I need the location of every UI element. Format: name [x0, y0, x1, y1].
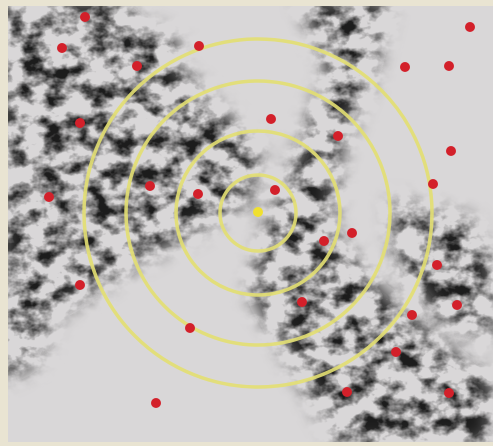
dot	[400, 62, 410, 72]
dot	[132, 61, 142, 71]
dot	[75, 118, 85, 128]
dot	[57, 43, 67, 53]
dot	[75, 280, 85, 290]
ring	[82, 37, 434, 389]
ring	[174, 129, 342, 297]
dot	[444, 61, 454, 71]
dot	[297, 297, 307, 307]
dot	[465, 22, 475, 32]
dot	[347, 228, 357, 238]
dot	[80, 12, 90, 22]
dot	[391, 347, 401, 357]
dot	[428, 179, 438, 189]
dot	[185, 323, 195, 333]
center-point	[253, 207, 263, 217]
dot	[145, 181, 155, 191]
dot	[319, 236, 329, 246]
dot	[44, 192, 54, 202]
dot	[270, 185, 280, 195]
dot	[193, 189, 203, 199]
dot	[446, 146, 456, 156]
ring	[124, 79, 392, 347]
dot	[266, 114, 276, 124]
dot	[333, 131, 343, 141]
red-dots	[44, 12, 475, 408]
dot	[194, 41, 204, 51]
rings	[82, 37, 434, 389]
dot	[444, 388, 454, 398]
dot	[342, 387, 352, 397]
dot	[432, 260, 442, 270]
dot	[407, 310, 417, 320]
ring	[218, 173, 298, 253]
dot	[151, 398, 161, 408]
dot	[452, 300, 462, 310]
